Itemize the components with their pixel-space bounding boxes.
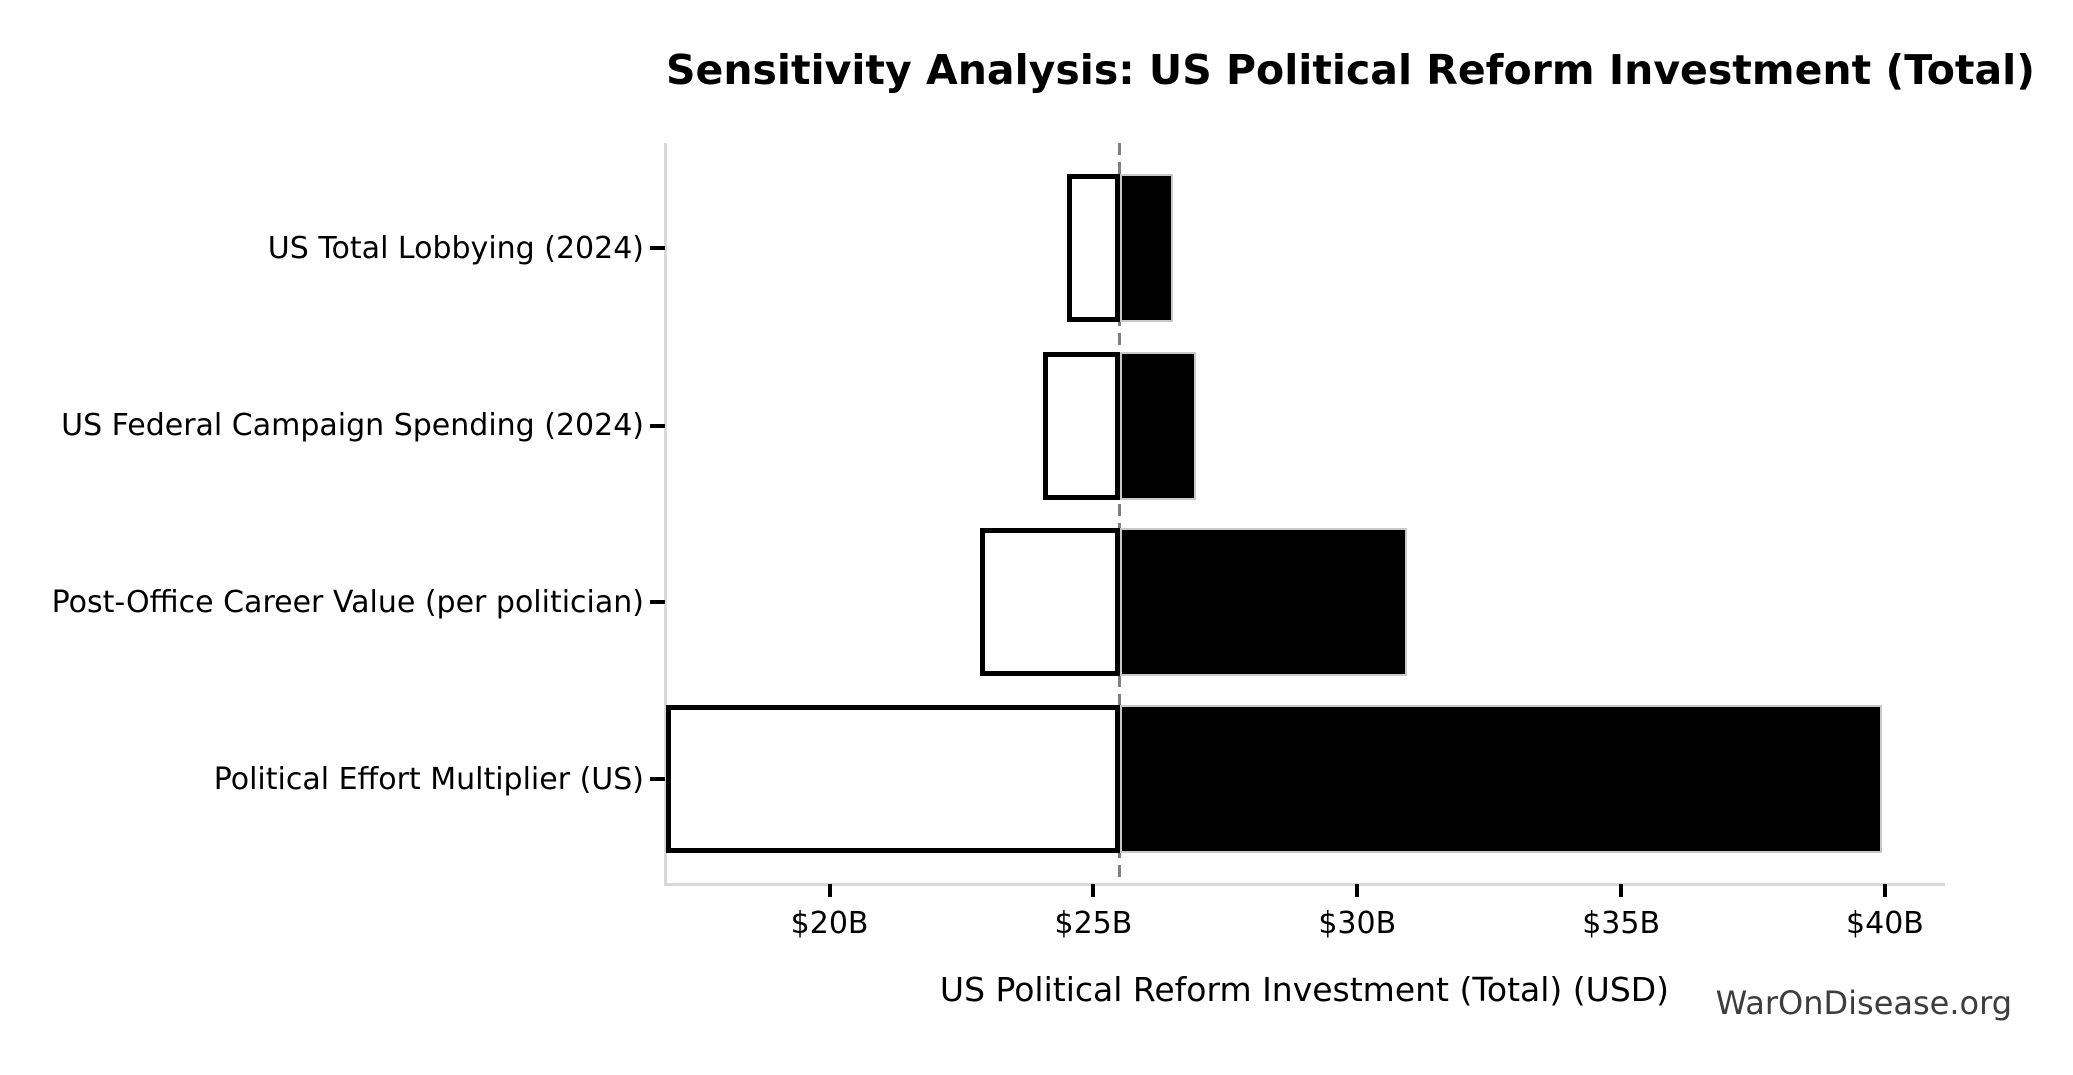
bar-upside-segment xyxy=(1119,351,1197,500)
x-tick-mark xyxy=(1355,884,1360,897)
y-tick-label: Post-Office Career Value (per politician… xyxy=(51,584,644,620)
bar-downside-segment xyxy=(979,528,1120,676)
bar-downside-segment xyxy=(1043,351,1120,500)
y-tick-label: US Federal Campaign Spending (2024) xyxy=(61,408,644,443)
x-axis-spine xyxy=(664,883,1945,886)
x-tick-mark xyxy=(1882,884,1887,897)
x-tick-label: $40B xyxy=(1846,906,1924,941)
y-tick-mark xyxy=(650,777,665,781)
y-tick-mark xyxy=(650,600,665,604)
bar-upside-segment xyxy=(1119,174,1173,322)
bar-upside-segment xyxy=(1119,705,1883,853)
y-tick-mark xyxy=(650,423,665,428)
bar-downside-segment xyxy=(666,705,1120,853)
watermark-text: WarOnDisease.org xyxy=(1715,984,2012,1022)
bar-downside-segment xyxy=(1067,174,1120,322)
y-tick-mark xyxy=(650,246,665,250)
x-tick-label: $35B xyxy=(1582,906,1661,941)
x-tick-mark xyxy=(827,884,832,897)
baseline-line xyxy=(1118,143,1122,883)
y-tick-label: Political Effort Multiplier (US) xyxy=(213,761,644,797)
x-tick-mark xyxy=(1091,884,1096,897)
chart-title: Sensitivity Analysis: US Political Refor… xyxy=(666,46,2035,94)
x-axis-title: US Political Reform Investment (Total) (… xyxy=(939,970,1670,1009)
y-tick-label: US Total Lobbying (2024) xyxy=(267,230,644,266)
x-tick-label: $30B xyxy=(1318,906,1397,941)
x-tick-label: $20B xyxy=(790,906,869,941)
x-tick-mark xyxy=(1619,884,1624,897)
x-tick-label: $25B xyxy=(1054,906,1133,941)
y-axis-spine xyxy=(664,143,667,883)
bar-upside-segment xyxy=(1119,528,1408,676)
